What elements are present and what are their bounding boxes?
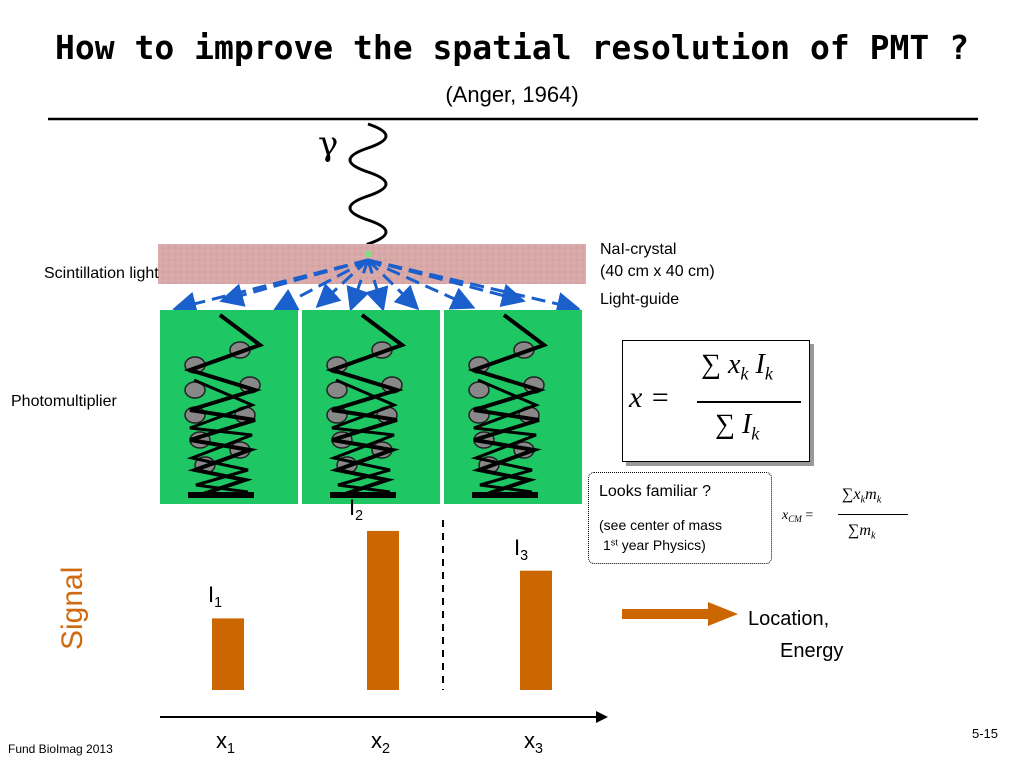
pmt-array bbox=[160, 310, 582, 504]
gamma-symbol: γ bbox=[318, 124, 339, 164]
cm-fraction-bar bbox=[838, 514, 908, 515]
pmt-block-3 bbox=[444, 310, 582, 504]
familiar-box: Looks familiar ? (see center of mass 1st… bbox=[588, 472, 772, 564]
x-tick-label-3: x3 bbox=[524, 728, 543, 757]
crystal-name-label: NaI-crystal bbox=[600, 241, 677, 258]
slide-subtitle: (Anger, 1964) bbox=[445, 82, 579, 107]
scintillation-arrows bbox=[172, 258, 581, 316]
light-guide-label: Light-guide bbox=[600, 291, 680, 308]
formula-fraction-bar bbox=[697, 401, 801, 403]
gamma-wave bbox=[348, 122, 388, 252]
crystal-size-label: (40 cm x 40 cm) bbox=[600, 263, 715, 280]
result-arrow bbox=[622, 602, 738, 626]
pmt-block-1 bbox=[160, 310, 298, 504]
footer-left: Fund BioImag 2013 bbox=[8, 742, 113, 756]
cm-formula-lhs: xCM = bbox=[782, 508, 814, 525]
photomultiplier-label: Photomultiplier bbox=[11, 393, 117, 410]
x-tick-label-1: x1 bbox=[216, 728, 235, 757]
slide-title: How to improve the spatial resolution of… bbox=[55, 28, 969, 67]
formula-box: x = ∑ xk Ik ∑ Ik bbox=[622, 340, 810, 462]
location-label: Location, bbox=[748, 608, 830, 630]
pmt-block-2 bbox=[302, 310, 440, 504]
signal-bar-2 bbox=[367, 530, 399, 690]
slide-number: 5-15 bbox=[972, 726, 999, 741]
cm-formula-denominator: ∑mk bbox=[848, 522, 876, 542]
energy-label: Energy bbox=[780, 640, 844, 662]
x-axis-arrowhead bbox=[596, 711, 608, 723]
cm-formula-numerator: ∑xkmk bbox=[842, 486, 882, 506]
familiar-question: Looks familiar ? bbox=[599, 483, 712, 500]
dynode-chain-2 bbox=[325, 313, 407, 498]
dynode-chain-1 bbox=[183, 313, 265, 498]
bar-label-2: I2 bbox=[349, 494, 364, 524]
signal-bar-3 bbox=[520, 570, 552, 690]
pmt-dynodes bbox=[183, 313, 549, 498]
scintillation-label: Scintillation light bbox=[44, 265, 159, 282]
formula-lhs: x = bbox=[629, 381, 671, 414]
formula-denominator: ∑ Ik bbox=[715, 409, 760, 444]
formula-numerator: ∑ xk Ik bbox=[701, 349, 773, 384]
bar-label-1: I1 bbox=[208, 582, 223, 612]
signal-bars bbox=[212, 530, 552, 690]
bar-label-3: I3 bbox=[514, 534, 529, 564]
signal-axis-label: Signal bbox=[56, 566, 89, 650]
familiar-note-line1: (see center of mass bbox=[599, 517, 722, 533]
familiar-note-line2: 1st year Physics) bbox=[603, 537, 706, 553]
interaction-point bbox=[365, 251, 371, 257]
dynode-chain-3 bbox=[467, 313, 549, 498]
signal-bar-1 bbox=[212, 618, 244, 690]
x-tick-label-2: x2 bbox=[371, 728, 390, 757]
